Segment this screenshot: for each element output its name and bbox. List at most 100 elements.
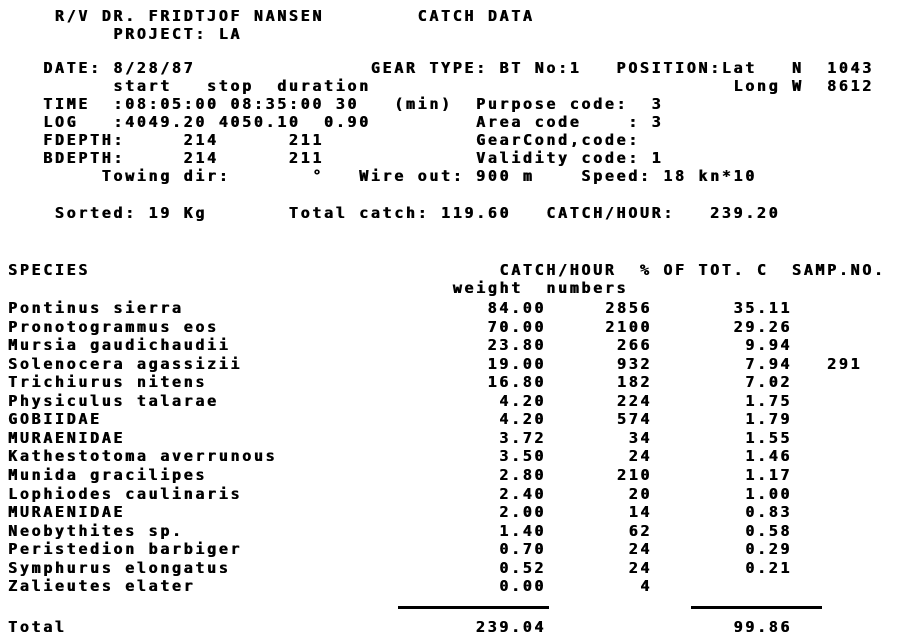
- total-label: Total: [8, 618, 67, 636]
- catch-numbers: 14: [628, 503, 652, 521]
- catch-numbers: 224: [616, 392, 652, 410]
- long-value: 8612: [827, 77, 874, 95]
- pct-of-total: 29.26: [733, 318, 792, 336]
- bdepth-stop: 211: [288, 149, 324, 167]
- bdepth-label: BDEPTH:: [43, 149, 125, 167]
- vessel-name: R/V DR. FRIDTJOF NANSEN: [54, 7, 324, 25]
- catch-numbers: 266: [616, 336, 652, 354]
- pct-of-total: 35.11: [733, 299, 792, 317]
- time-duration: 30: [335, 95, 359, 113]
- position-label: POSITION:Lat: [616, 59, 757, 77]
- total-catch-value: 119.60: [440, 204, 512, 222]
- time-stop: 08:35:00: [230, 95, 324, 113]
- species-name: Peristedion barbiger: [8, 540, 243, 558]
- species-name: Kathestotoma averrunous: [8, 447, 278, 465]
- long-label: Long: [733, 77, 781, 95]
- long-hemisphere: W: [791, 77, 804, 95]
- col-header-start: start: [113, 77, 172, 95]
- catch-weight: 2.80: [499, 466, 546, 484]
- fdepth-start: 214: [183, 131, 219, 149]
- catch-numbers: 210: [616, 466, 652, 484]
- catch-numbers: 2100: [605, 318, 652, 336]
- table-header-weight: weight: [452, 279, 523, 297]
- speed-label: Speed:: [581, 167, 652, 185]
- species-name: Solenocera agassizii: [8, 355, 243, 373]
- log-stop: 4050.10: [218, 113, 301, 131]
- species-name: Pronotogrammus eos: [8, 318, 219, 336]
- sorted-label: Sorted:: [54, 204, 137, 222]
- log-start: :4049.20: [113, 113, 207, 131]
- gear-type-label: GEAR TYPE:: [370, 59, 488, 77]
- species-name: Mursia gaudichaudii: [8, 336, 231, 354]
- catch-numbers: 932: [616, 355, 652, 373]
- species-name: Pontinus sierra: [8, 299, 184, 317]
- log-duration: 0.90: [323, 113, 371, 131]
- species-name: Munida gracilipes: [8, 466, 207, 484]
- catch-weight: 2.40: [499, 485, 546, 503]
- lat-value: 1043: [827, 59, 874, 77]
- catch-weight: 4.20: [499, 410, 546, 428]
- species-name: Trichiurus nitens: [8, 373, 207, 391]
- catch-weight: 70.00: [487, 318, 546, 336]
- pct-of-total: 0.58: [745, 522, 792, 540]
- species-name: Zalieutes elater: [8, 577, 196, 595]
- pct-of-total: 1.79: [745, 410, 792, 428]
- pct-of-total: 9.94: [745, 336, 792, 354]
- date-label: DATE:: [43, 59, 102, 77]
- catch-weight: 16.80: [487, 373, 546, 391]
- total-pct-rule: [691, 606, 822, 609]
- catch-weight: 3.50: [499, 447, 546, 465]
- project-value: LA: [218, 25, 242, 43]
- catch-numbers: 24: [628, 559, 652, 577]
- pct-of-total: 0.83: [745, 503, 792, 521]
- purpose-code: 3: [651, 95, 664, 113]
- fdepth-stop: 211: [288, 131, 324, 149]
- col-header-duration: duration: [277, 77, 371, 95]
- total-weight-rule: [398, 606, 549, 609]
- pct-of-total: 0.29: [745, 540, 792, 558]
- catch-numbers: 20: [628, 485, 652, 503]
- catch-weight: 0.00: [499, 577, 546, 595]
- catch-numbers: 182: [616, 373, 652, 391]
- bdepth-start: 214: [183, 149, 219, 167]
- gearcond-label: GearCond,code:: [476, 131, 640, 149]
- catch-per-hour-label: CATCH/HOUR:: [546, 204, 675, 222]
- total-catch-label: Total catch:: [288, 204, 430, 222]
- fdepth-label: FDEPTH:: [43, 131, 125, 149]
- purpose-label: Purpose code:: [476, 95, 629, 113]
- pct-of-total: 1.17: [745, 466, 792, 484]
- catch-weight: 84.00: [487, 299, 546, 317]
- sample-no: 291: [827, 355, 863, 373]
- catch-weight: 23.80: [487, 336, 546, 354]
- pct-of-total: 1.46: [745, 447, 792, 465]
- time-start: :08:05:00: [113, 95, 219, 113]
- area-code: 3: [651, 113, 664, 131]
- catch-weight: 0.70: [499, 540, 546, 558]
- table-header-sample-no: SAMP.NO.: [791, 261, 886, 279]
- towing-dir-label: Towing dir:: [101, 167, 231, 185]
- sorted-value: 19 Kg: [148, 204, 207, 222]
- validity-label: Validity code:: [476, 149, 640, 167]
- pct-of-total: 0.21: [745, 559, 792, 577]
- area-colon: :: [628, 113, 640, 131]
- catch-numbers: 4: [640, 577, 652, 595]
- catch-weight: 1.40: [499, 522, 546, 540]
- catch-weight: 3.72: [499, 429, 546, 447]
- table-header-numbers: numbers: [546, 279, 629, 297]
- col-header-stop: stop: [206, 77, 254, 95]
- area-label: Area code: [476, 113, 582, 131]
- gear-type-value: BT No:1: [499, 59, 582, 77]
- table-header-pct-of-total: % OF TOT. C: [639, 261, 769, 279]
- catch-weight: 19.00: [487, 355, 546, 373]
- catch-numbers: 24: [628, 447, 652, 465]
- catch-weight: 0.52: [499, 559, 546, 577]
- total-weight: 239.04: [475, 618, 546, 636]
- validity-code: 1: [651, 149, 664, 167]
- project-label: PROJECT:: [113, 25, 207, 43]
- towing-degree-sign: °: [312, 167, 324, 185]
- speed-unit: kn*10: [698, 167, 757, 185]
- species-name: Symphurus elongatus: [8, 559, 231, 577]
- pct-of-total: 1.00: [745, 485, 792, 503]
- catch-numbers: 2856: [605, 299, 652, 317]
- catch-numbers: 24: [628, 540, 652, 558]
